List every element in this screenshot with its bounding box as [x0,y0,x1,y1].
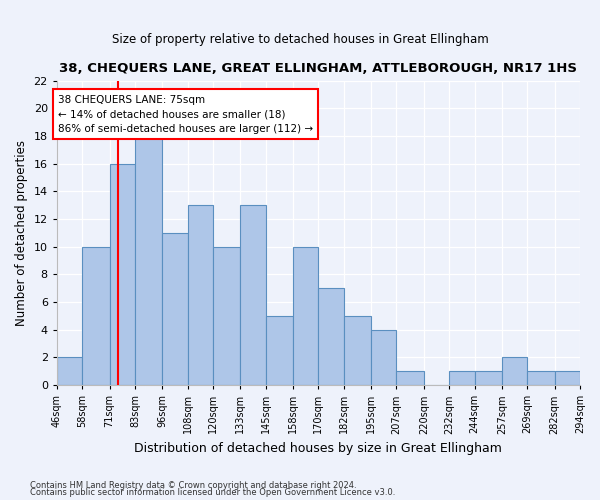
Title: 38, CHEQUERS LANE, GREAT ELLINGHAM, ATTLEBOROUGH, NR17 1HS: 38, CHEQUERS LANE, GREAT ELLINGHAM, ATTL… [59,62,577,76]
Bar [57,358,82,385]
Y-axis label: Number of detached properties: Number of detached properties [15,140,28,326]
Bar [241,206,266,385]
Bar [293,247,319,385]
Bar [135,136,163,385]
Bar [554,372,580,385]
Bar [188,206,213,385]
Bar [397,372,424,385]
Bar [344,316,371,385]
Bar [449,372,475,385]
Bar [163,233,188,385]
Text: Size of property relative to detached houses in Great Ellingham: Size of property relative to detached ho… [112,34,488,46]
Bar [527,372,554,385]
Bar [319,288,344,385]
Bar [502,358,527,385]
Bar [475,372,502,385]
Bar [266,316,293,385]
Text: Contains HM Land Registry data © Crown copyright and database right 2024.: Contains HM Land Registry data © Crown c… [30,480,356,490]
Bar [371,330,397,385]
Text: 38 CHEQUERS LANE: 75sqm
← 14% of detached houses are smaller (18)
86% of semi-de: 38 CHEQUERS LANE: 75sqm ← 14% of detache… [58,94,313,134]
Text: Contains public sector information licensed under the Open Government Licence v3: Contains public sector information licen… [30,488,395,497]
Bar [110,164,135,385]
X-axis label: Distribution of detached houses by size in Great Ellingham: Distribution of detached houses by size … [134,442,502,455]
Bar [213,247,241,385]
Bar [82,247,110,385]
